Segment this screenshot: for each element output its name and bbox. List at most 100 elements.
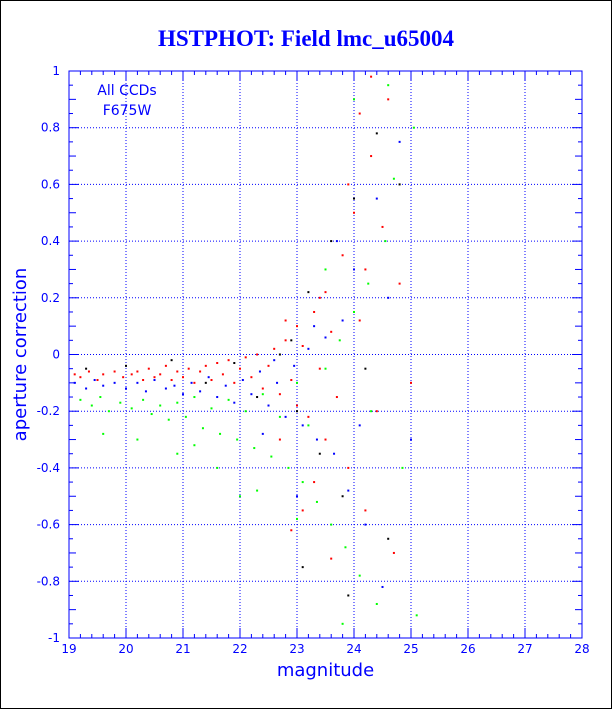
data-point-green	[176, 452, 179, 455]
y-tick-label: -1	[48, 631, 60, 645]
data-point-blue	[276, 381, 279, 384]
data-point-green	[119, 401, 122, 404]
data-point-red	[136, 370, 139, 373]
data-point-green	[150, 413, 153, 416]
x-tick-label: 26	[460, 642, 475, 656]
data-point-red	[199, 370, 202, 373]
plot-area-border	[68, 70, 583, 639]
data-point-blue	[293, 364, 296, 367]
x-tick-label: 23	[289, 642, 304, 656]
data-point-black	[85, 367, 88, 370]
data-point-blue	[364, 523, 367, 526]
data-point-blue	[241, 379, 244, 382]
data-point-red	[284, 319, 287, 322]
data-point-green	[367, 282, 370, 285]
data-point-red	[370, 155, 373, 158]
data-point-red	[290, 379, 293, 382]
data-point-blue	[224, 384, 227, 387]
x-tick-label: 25	[403, 642, 418, 656]
data-point-blue	[113, 381, 116, 384]
data-point-blue	[125, 387, 127, 390]
data-point-red	[113, 370, 116, 373]
data-point-green	[136, 438, 139, 441]
data-point-red	[324, 438, 327, 441]
data-point-blue	[301, 424, 304, 427]
data-point-green	[307, 424, 310, 427]
x-tick-label: 20	[118, 642, 133, 656]
data-point-red	[353, 211, 355, 214]
data-point-green	[90, 404, 93, 407]
data-point-green	[261, 393, 264, 396]
data-point-blue	[258, 370, 261, 373]
data-point-green	[370, 410, 373, 413]
data-point-blue	[398, 140, 401, 143]
data-point-black	[170, 359, 173, 362]
data-point-red	[170, 379, 173, 382]
data-point-black	[375, 132, 378, 135]
data-point-green	[324, 367, 327, 370]
data-point-green	[392, 177, 395, 180]
data-point-blue	[296, 495, 298, 498]
data-point-green	[79, 398, 82, 401]
data-point-blue	[250, 393, 253, 396]
data-point-green	[341, 622, 344, 625]
data-point-red	[313, 310, 316, 313]
data-point-black	[296, 410, 298, 413]
data-point-green	[415, 614, 418, 617]
data-point-green	[296, 517, 298, 520]
data-point-green	[193, 444, 196, 447]
data-point-red	[324, 291, 327, 294]
annotation-ccds: All CCDs	[97, 83, 156, 99]
data-point-green	[384, 240, 387, 243]
data-point-green	[236, 438, 239, 441]
data-point-red	[392, 551, 395, 554]
data-point-red	[244, 356, 247, 359]
data-point-green	[270, 455, 273, 458]
data-point-blue	[173, 384, 176, 387]
data-point-red	[187, 367, 190, 370]
data-point-green	[338, 339, 341, 342]
data-point-green	[353, 98, 355, 101]
data-point-green	[358, 574, 361, 577]
y-tick-label: -0.2	[37, 404, 60, 418]
data-point-red	[227, 359, 230, 362]
data-point-black	[398, 183, 401, 186]
data-point-red	[318, 296, 321, 299]
data-point-red	[256, 353, 259, 356]
data-point-red	[375, 410, 378, 413]
data-point-red	[296, 404, 298, 407]
data-point-green	[324, 268, 327, 271]
data-point-black	[347, 594, 350, 597]
data-point-blue	[410, 438, 412, 441]
data-point-black	[278, 353, 281, 356]
data-point-red	[301, 344, 304, 347]
data-point-blue	[207, 376, 210, 379]
data-point-green	[239, 495, 241, 498]
data-point-blue	[324, 336, 327, 339]
data-point-green	[184, 415, 187, 418]
data-point-blue	[164, 387, 167, 390]
data-point-red	[233, 381, 236, 384]
data-point-red	[398, 282, 401, 285]
data-point-green	[301, 481, 304, 484]
y-tick-label: 1	[52, 64, 60, 78]
data-point-red	[347, 183, 350, 186]
data-point-black	[330, 240, 333, 243]
y-tick-label: 0.4	[41, 234, 60, 248]
data-point-red	[182, 376, 184, 379]
x-tick-label: 28	[574, 642, 589, 656]
y-tick-label: -0.8	[37, 574, 60, 588]
data-point-green	[176, 401, 179, 404]
data-point-blue	[381, 585, 384, 588]
data-point-red	[159, 373, 162, 376]
data-point-red	[204, 364, 207, 367]
data-point-green	[387, 84, 390, 87]
data-point-green	[412, 126, 415, 129]
data-point-blue	[182, 393, 184, 396]
data-point-green	[353, 310, 355, 313]
data-point-red	[313, 481, 316, 484]
data-point-green	[256, 489, 259, 492]
data-point-red	[210, 379, 213, 382]
data-point-blue	[199, 390, 202, 393]
data-point-green	[287, 466, 290, 469]
